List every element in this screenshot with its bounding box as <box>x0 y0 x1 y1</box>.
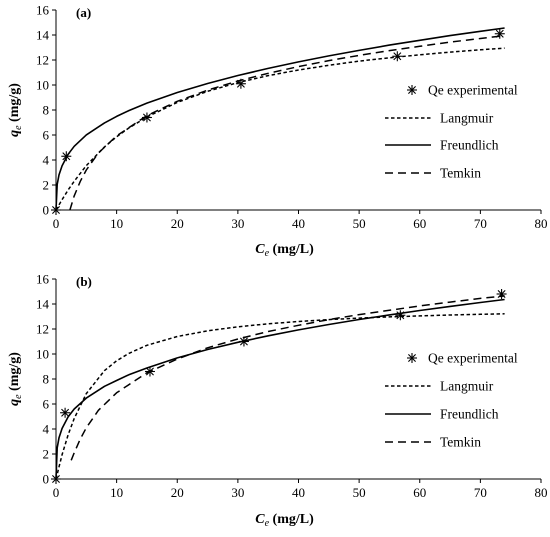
series-langmuir-line <box>55 313 505 480</box>
x-tick-label: 20 <box>171 216 184 231</box>
legend-label: Freundlich <box>440 138 499 153</box>
legend-marker <box>407 353 417 363</box>
y-tick-label: 0 <box>43 203 50 218</box>
y-tick-label: 4 <box>43 422 50 437</box>
y-tick-label: 10 <box>36 347 49 362</box>
x-tick-label: 30 <box>231 216 244 231</box>
legend-marker <box>407 85 417 95</box>
x-tick-label: 60 <box>413 216 426 231</box>
legend-label: Langmuir <box>440 379 494 394</box>
legend-label: Langmuir <box>440 111 494 126</box>
series-qe-experimental <box>51 28 505 215</box>
y-tick-label: 8 <box>43 372 50 387</box>
x-tick-label: 30 <box>231 485 244 500</box>
y-tick-label: 12 <box>36 53 49 68</box>
series-temkin-line <box>69 34 505 211</box>
legend-label: Freundlich <box>440 407 499 422</box>
legend-item: Freundlich <box>385 138 499 153</box>
data-point <box>60 407 71 418</box>
panel-label: (a) <box>76 5 91 20</box>
data-point <box>392 51 403 62</box>
series-freundlich-line <box>55 298 505 480</box>
x-tick-label: 70 <box>474 216 487 231</box>
x-tick-label: 0 <box>53 216 60 231</box>
x-tick-label: 20 <box>171 485 184 500</box>
y-tick-label: 0 <box>43 472 50 487</box>
y-tick-label: 8 <box>43 103 50 118</box>
legend: Qe experimental Langmuir Freundlich Temkin <box>385 83 518 181</box>
legend-item: Qe experimental <box>407 351 518 366</box>
x-tick-label: 10 <box>110 216 123 231</box>
x-tick-label: 70 <box>474 485 487 500</box>
x-tick-label: 0 <box>53 485 60 500</box>
y-tick-label: 6 <box>43 397 50 412</box>
data-point <box>496 289 507 299</box>
y-tick-label: 6 <box>43 128 50 143</box>
chart-panel-a: 0 10 20 30 40 50 60 70 80 0 2 4 6 8 10 12 14 16 (a) Ce (mg/… <box>7 3 548 260</box>
legend-label: Qe experimental <box>428 351 518 366</box>
legend-item: Langmuir <box>385 379 494 394</box>
chart-panel-b: 0 10 20 30 40 50 60 70 80 0 2 4 6 8 10 12 14 16 (b) Ce (mg/… <box>7 272 548 530</box>
series-freundlich-line <box>55 27 505 211</box>
panel-label: (b) <box>76 274 92 289</box>
y-tick-label: 14 <box>36 28 50 43</box>
x-tick-label: 10 <box>110 485 123 500</box>
y-tick-label: 4 <box>43 153 50 168</box>
data-point <box>395 310 406 321</box>
legend-label: Qe experimental <box>428 83 518 98</box>
legend: Qe experimental Langmuir Freundlich Temkin <box>385 351 518 450</box>
y-tick-label: 10 <box>36 78 49 93</box>
x-axis-label: Ce (mg/L) <box>255 242 314 259</box>
x-tick-label: 40 <box>292 485 305 500</box>
x-axis-label: Ce (mg/L) <box>255 512 314 529</box>
y-tick-label: 14 <box>36 297 50 312</box>
x-tick-label: 80 <box>535 216 548 231</box>
series-qe-experimental <box>51 289 507 484</box>
x-tick-label: 50 <box>353 216 366 231</box>
x-tick-label: 60 <box>413 485 426 500</box>
y-tick-label: 2 <box>43 178 50 193</box>
legend-item: Freundlich <box>385 407 499 422</box>
y-tick-label: 16 <box>36 272 50 287</box>
legend-item: Temkin <box>385 435 481 450</box>
y-tick-label: 2 <box>43 447 50 462</box>
series-temkin-line <box>70 295 505 461</box>
x-tick-label: 50 <box>353 485 366 500</box>
legend-item: Temkin <box>385 166 481 181</box>
legend-item: Qe experimental <box>407 83 518 98</box>
legend-label: Temkin <box>440 166 481 181</box>
series-langmuir-line <box>55 47 505 211</box>
y-axis-label: qe (mg/g) <box>7 352 24 406</box>
y-tick-label: 16 <box>36 3 50 18</box>
y-tick-label: 12 <box>36 322 49 337</box>
x-tick-label: 40 <box>292 216 305 231</box>
x-tick-label: 80 <box>535 485 548 500</box>
legend-label: Temkin <box>440 435 481 450</box>
y-axis-label: qe (mg/g) <box>7 83 24 137</box>
legend-item: Langmuir <box>385 111 494 126</box>
